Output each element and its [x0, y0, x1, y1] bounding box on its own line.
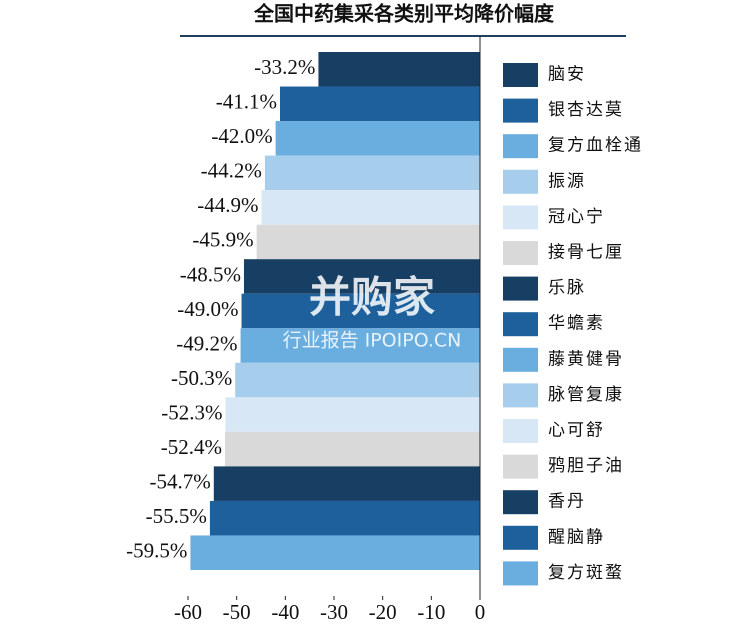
- legend-label: 醒脑静: [548, 527, 605, 547]
- value-label: -41.1%: [216, 90, 277, 114]
- legend-swatch: [503, 490, 538, 515]
- value-label: -54.7%: [150, 469, 211, 493]
- value-label: -44.9%: [197, 193, 258, 217]
- legend-swatch: [503, 134, 538, 159]
- legend-swatch: [503, 63, 538, 87]
- chart-title: 全国中药集采各类别平均降价幅度: [253, 2, 555, 26]
- legend-swatch: [503, 169, 538, 194]
- legend-label: 乐脉: [548, 278, 586, 298]
- bar: [318, 52, 480, 87]
- legend-label: 复方血栓通: [548, 136, 643, 156]
- bar: [213, 466, 480, 501]
- value-label: -45.9%: [192, 228, 253, 252]
- legend-label: 华蟾素: [548, 314, 605, 334]
- value-label: -52.3%: [161, 400, 222, 424]
- legend-swatch: [503, 419, 538, 443]
- legend-swatch: [503, 276, 538, 301]
- bar: [261, 190, 480, 225]
- bar: [256, 224, 480, 260]
- legend-label: 银杏达莫: [548, 100, 624, 120]
- value-label: -50.3%: [171, 366, 232, 390]
- bar: [190, 535, 480, 570]
- value-label: -59.5%: [126, 539, 187, 563]
- bar: [241, 293, 480, 329]
- bar: [225, 397, 480, 432]
- legend-label: 振源: [548, 171, 586, 191]
- x-tick-label: -20: [369, 600, 397, 624]
- x-tick-label: -10: [417, 600, 445, 624]
- bar: [240, 328, 480, 363]
- legend-swatch: [503, 205, 538, 230]
- value-label: -55.5%: [146, 504, 207, 528]
- x-tick-label: -60: [174, 600, 202, 624]
- value-label: -44.2%: [201, 159, 262, 183]
- legend-swatch: [503, 454, 538, 479]
- legend-label: 复方斑蝥: [548, 563, 624, 583]
- value-label: -42.0%: [211, 124, 272, 148]
- x-tick-label: 0: [475, 600, 486, 624]
- legend-swatch: [503, 312, 538, 337]
- legend-label: 脉管复康: [548, 385, 624, 405]
- bar: [279, 86, 480, 122]
- x-tick-label: -40: [271, 600, 299, 624]
- legend-swatch: [503, 383, 538, 408]
- value-label: -49.0%: [177, 297, 238, 321]
- legend-label: 脑安: [548, 65, 586, 85]
- legend-swatch: [503, 98, 538, 123]
- legend-label: 鸦胆子油: [548, 456, 624, 476]
- bar: [243, 259, 480, 294]
- legend-label: 香丹: [548, 492, 586, 512]
- value-label: -52.4%: [161, 435, 222, 459]
- legend-swatch: [503, 525, 538, 550]
- bar: [224, 431, 480, 467]
- legend-label: 藤黄健骨: [548, 349, 624, 369]
- watermark-sub: 行业报告 IPOIPO.CN: [283, 330, 462, 352]
- x-tick-label: -50: [223, 600, 251, 624]
- bar: [264, 155, 480, 191]
- legend-swatch: [503, 561, 538, 586]
- bar: [209, 500, 480, 536]
- legend-label: 接骨七厘: [548, 243, 624, 263]
- x-tick-label: -30: [320, 600, 348, 624]
- value-label: -49.2%: [176, 331, 237, 355]
- legend-swatch: [503, 241, 538, 265]
- legend-label: 冠心宁: [548, 207, 605, 227]
- legend-label: 心可舒: [548, 421, 605, 441]
- value-label: -33.2%: [254, 55, 315, 79]
- bar: [235, 362, 480, 398]
- legend-swatch: [503, 347, 538, 372]
- bar: [275, 121, 480, 156]
- value-label: -48.5%: [180, 262, 241, 286]
- watermark: 并购家: [309, 273, 435, 322]
